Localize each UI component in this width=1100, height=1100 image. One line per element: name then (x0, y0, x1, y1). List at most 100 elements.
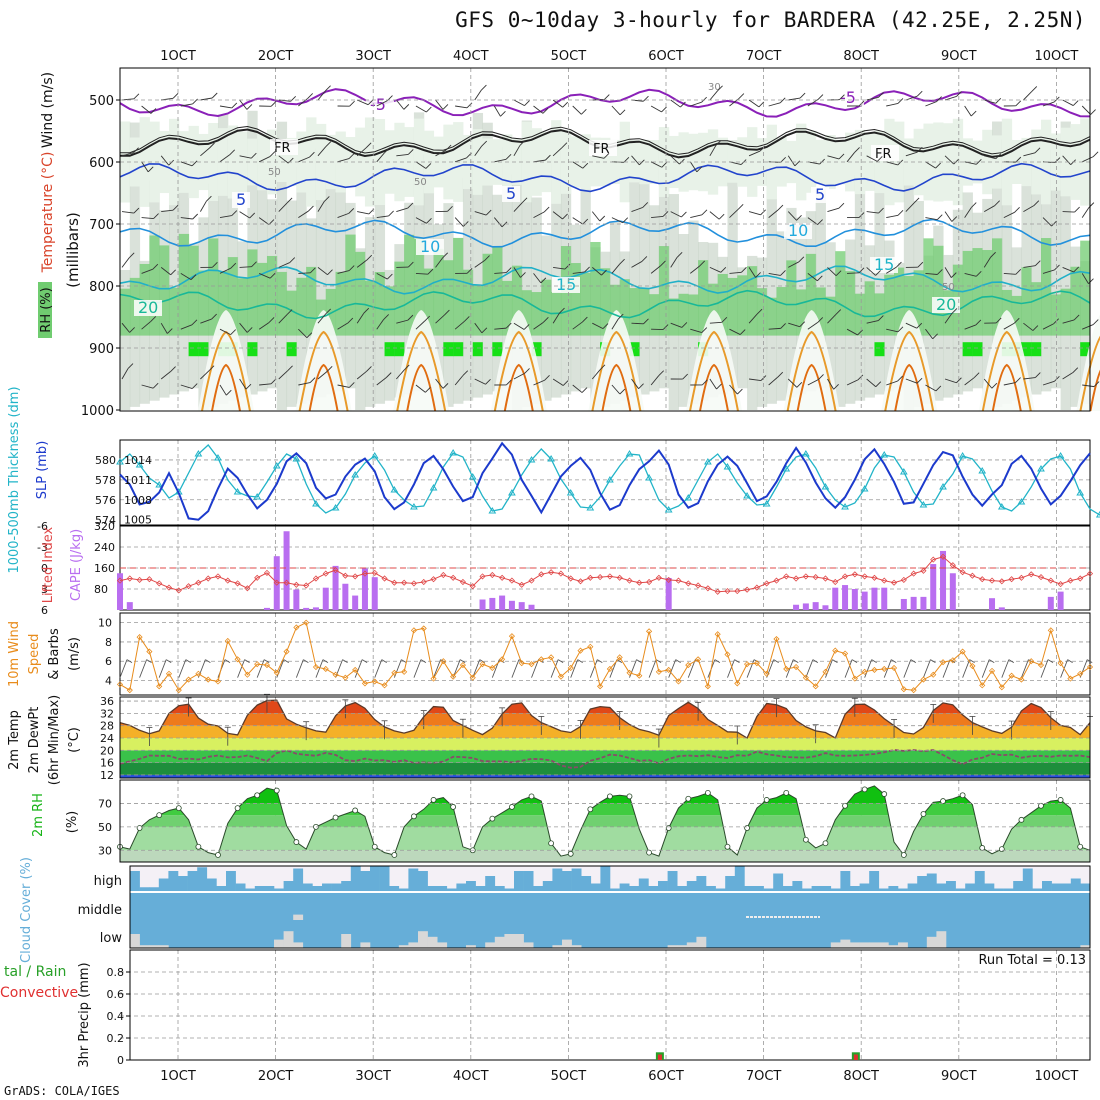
wind-barb-flag (1013, 317, 1020, 324)
lifted-index-point (293, 581, 300, 588)
wind-barb-flag (324, 196, 330, 202)
low-cloud-bar (926, 936, 937, 948)
wind-barb (199, 200, 207, 212)
wind-barb-flag (737, 204, 744, 210)
lifted-index-tick-label: -3 (37, 541, 48, 554)
cape-bar (989, 598, 996, 610)
rh-green-cell (159, 245, 170, 336)
surface-wind-barb (648, 659, 657, 678)
wind-barb-flag (133, 93, 140, 100)
rh-point (998, 846, 1005, 853)
wind-barb-flag (150, 316, 157, 322)
high-cloud-bar (754, 886, 764, 891)
wind-speed-point (508, 633, 515, 640)
lifted-index-point (881, 577, 888, 584)
wind-barb-flag (127, 363, 134, 369)
wind-barb-flag (638, 383, 644, 390)
rh-green-cell (894, 267, 905, 336)
wind-barb-flag (779, 97, 786, 104)
wind-barb (729, 209, 739, 218)
wind-barb (1003, 211, 1015, 219)
cape-bar (832, 587, 839, 610)
wind-barb (1003, 272, 1016, 275)
wind-barb-flag (720, 266, 727, 273)
high-cloud-bar (475, 886, 486, 891)
high-cloud-bar (331, 883, 342, 891)
lifted-index-point (1057, 581, 1064, 588)
isotherm-25-line (493, 330, 544, 412)
temperature-tick-label: 20 (100, 744, 114, 757)
lifted-index-point (704, 585, 711, 592)
rh-bright-cell (1031, 342, 1042, 357)
wind-barb-flag (445, 144, 452, 151)
rh-point (646, 849, 652, 856)
lifted-index-point (871, 574, 878, 581)
wind-barb-flag (1015, 268, 1022, 275)
wind-barb-flag (1074, 206, 1080, 213)
rh-light-cell (707, 129, 719, 195)
cape-tick-label: 160 (94, 562, 115, 575)
high-cloud-bar (389, 886, 400, 891)
rh-green-cell (727, 277, 738, 336)
wind-speed-point (724, 651, 731, 658)
rh-point (215, 852, 221, 858)
surface-wind-barb (374, 659, 383, 678)
cape-bar (342, 583, 349, 610)
lifted-index-point (773, 577, 780, 584)
low-cloud-bar (898, 942, 908, 948)
rh-green-cell (257, 262, 268, 336)
wind-barb (278, 262, 290, 268)
rh-bright-cell (394, 342, 405, 357)
low-cloud-bar (149, 945, 160, 948)
rh-light-cell (296, 131, 307, 193)
thickness-point (508, 489, 516, 496)
lifted-index-point (792, 575, 800, 582)
wind-barb-flag (1093, 381, 1100, 387)
wind-barb-flag (799, 321, 806, 327)
wind-speed-point (224, 637, 231, 645)
wind-barb (298, 210, 309, 218)
high-cloud-bar (398, 888, 409, 891)
wind-barb-flag (150, 108, 157, 114)
rh-green-cell (933, 245, 944, 336)
wind-speed-point (293, 624, 300, 631)
isotherm-label-bg (784, 223, 812, 239)
thickness-point (723, 463, 732, 470)
rh-green-cell (835, 251, 846, 336)
surface-wind-barb-flag (1086, 659, 1093, 664)
lifted-index-point (959, 569, 966, 576)
high-cloud-bar (245, 888, 256, 891)
wind-barb (513, 372, 525, 380)
wind-speed-point (303, 619, 310, 626)
high-cloud-bar (494, 886, 505, 891)
lifted-index-point (567, 575, 574, 582)
wind-barb-flag (387, 273, 393, 280)
wind-barb (1082, 384, 1095, 388)
rh-green-cell (688, 294, 699, 336)
cape-bar (802, 603, 809, 610)
surface-wind-barb (393, 659, 402, 678)
wind-barb-flag (798, 256, 805, 263)
cape-bar (322, 587, 329, 610)
wind-barb (748, 267, 757, 278)
high-cloud-bar (619, 883, 630, 891)
wind-barb-flag (268, 317, 275, 323)
cape-bar (293, 589, 300, 610)
wind-speed-point (792, 663, 800, 671)
wind-barb (533, 105, 544, 114)
rh-contour-label: 50 (942, 282, 955, 293)
rh-light-cell (511, 139, 523, 185)
wind-speed-point (136, 634, 143, 641)
surface-wind-barb (923, 659, 931, 678)
rh-bright-cell (972, 342, 983, 357)
surface-wind-barb-flag (244, 659, 250, 664)
rh-point (352, 807, 359, 814)
boundary-layer-plume (393, 310, 450, 411)
rh-contour-label: 50 (268, 167, 281, 178)
wind-barb (984, 155, 996, 160)
isotherm-30-line (1089, 369, 1100, 412)
wind-barb-flag (603, 94, 610, 100)
lifted-index-point (802, 573, 809, 580)
wind-barb (689, 161, 698, 173)
wind-barb (886, 214, 899, 219)
